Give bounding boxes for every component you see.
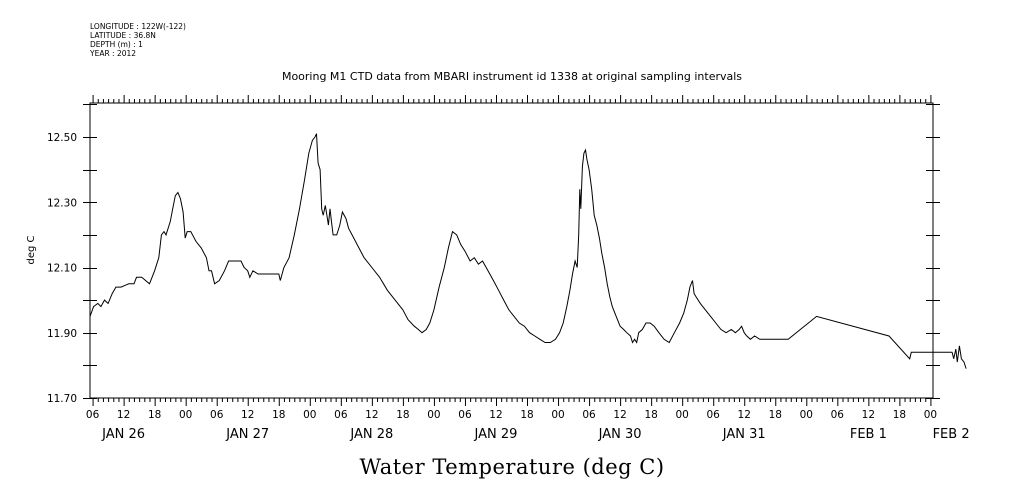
x-tick-label: 18 (272, 409, 285, 421)
x-date-label: FEB 1 (850, 427, 887, 442)
x-date-label: FEB 2 (933, 427, 970, 442)
x-tick-label: 18 (769, 409, 782, 421)
axis-ticks (83, 95, 940, 406)
meta-longitude: LONGITUDE : 122W(-122) (90, 22, 186, 31)
x-tick-label: 12 (117, 409, 130, 421)
x-tick-label: 18 (520, 409, 533, 421)
x-tick-label: 12 (613, 409, 626, 421)
x-tick-label: 00 (675, 409, 688, 421)
x-date-label: JAN 27 (225, 427, 269, 442)
meta-latitude: LATITUDE : 36.8N (90, 31, 156, 40)
x-axis-title: Water Temperature (deg C) (359, 455, 664, 479)
x-tick-label: 06 (707, 409, 721, 421)
axis-labels: 06 12 18 00 06 12 18 00 06 12 18 00 06 12 18 00 06 12 18 00… (47, 132, 970, 442)
header-meta: LONGITUDE : 122W(-122) LATITUDE : 36.8N … (89, 22, 186, 58)
temperature-series-line (89, 133, 967, 369)
x-date-label: JAN 26 (101, 427, 145, 442)
x-tick-label: 12 (862, 409, 875, 421)
y-tick-label: 12.50 (47, 132, 77, 144)
x-tick-label: 06 (582, 409, 596, 421)
y-tick-label: 11.70 (47, 393, 77, 405)
x-tick-label: 00 (179, 409, 192, 421)
x-tick-label: 06 (334, 409, 348, 421)
plot-frame (89, 102, 934, 399)
x-tick-label: 06 (86, 409, 100, 421)
x-tick-label: 18 (893, 409, 906, 421)
x-tick-label: 12 (241, 409, 254, 421)
x-tick-label: 06 (831, 409, 845, 421)
x-tick-label: 12 (365, 409, 378, 421)
x-tick-label: 18 (396, 409, 409, 421)
y-tick-label: 11.90 (47, 328, 77, 340)
x-date-label: JAN 30 (598, 427, 642, 442)
y-axis-label: deg C (26, 235, 37, 264)
meta-year: YEAR : 2012 (89, 49, 136, 58)
meta-depth: DEPTH (m) : 1 (90, 40, 143, 49)
x-tick-label: 00 (800, 409, 813, 421)
x-tick-label: 00 (551, 409, 564, 421)
x-tick-label: 00 (924, 409, 937, 421)
y-tick-label: 12.30 (47, 197, 77, 209)
x-tick-label: 12 (738, 409, 751, 421)
x-tick-label: 18 (644, 409, 657, 421)
chart-title: Mooring M1 CTD data from MBARI instrumen… (282, 70, 742, 83)
x-date-label: JAN 31 (722, 427, 766, 442)
x-tick-label: 06 (210, 409, 224, 421)
x-date-label: JAN 28 (349, 427, 393, 442)
x-tick-label: 00 (427, 409, 440, 421)
x-date-label: JAN 29 (474, 427, 518, 442)
y-tick-label: 12.10 (47, 263, 77, 275)
x-tick-label: 12 (489, 409, 502, 421)
x-tick-label: 06 (458, 409, 472, 421)
x-tick-label: 18 (148, 409, 161, 421)
x-tick-label: 00 (303, 409, 316, 421)
